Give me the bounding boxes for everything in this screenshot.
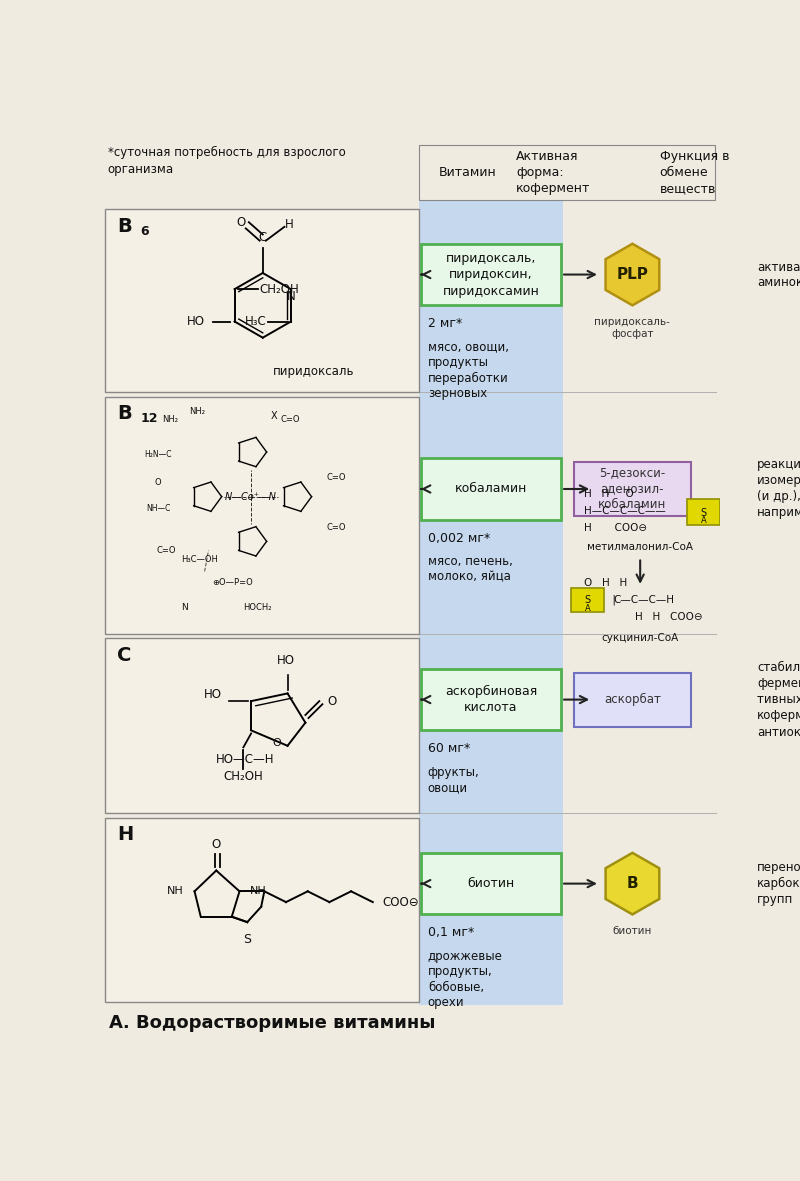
Text: NH: NH [167,886,184,896]
Text: аскорбат: аскорбат [604,693,661,706]
Text: мясо, печень,
молоко, яйца: мясо, печень, молоко, яйца [428,555,513,583]
Text: 0,002 мг*: 0,002 мг* [428,531,490,544]
FancyBboxPatch shape [419,145,714,201]
Text: А. Водорастворимые витамины: А. Водорастворимые витамины [110,1014,436,1032]
Text: метилмалонил-СоА: метилмалонил-СоА [587,542,693,553]
Text: N: N [182,603,188,612]
Text: A: A [701,516,706,526]
Text: CH₂OH: CH₂OH [223,770,263,783]
Text: ⊕O—P=O: ⊕O—P=O [212,579,253,587]
FancyBboxPatch shape [574,673,690,726]
Text: H₃C: H₃C [244,315,266,328]
Text: HO—C—H: HO—C—H [216,753,274,766]
Text: кобаламин: кобаламин [454,483,527,496]
Text: Активная
форма:
кофермент: Активная форма: кофермент [516,150,590,195]
Text: CH₂OH: CH₂OH [259,282,299,295]
Text: O: O [237,216,246,229]
Text: Витамин: Витамин [438,167,497,180]
Text: A: A [585,603,590,613]
Text: реакции
изомеризации
(и др.),
например:: реакции изомеризации (и др.), например: [758,458,800,520]
Text: X: X [271,411,278,420]
Text: HO: HO [187,315,205,328]
Text: HOCH₂: HOCH₂ [243,603,272,612]
Text: H—C—C—C——: H—C—C—C—— [584,507,666,516]
Text: N—Co⁺—N: N—Co⁺—N [225,491,277,502]
Text: NH₂: NH₂ [162,416,178,424]
Text: H   H   COO⊖: H H COO⊖ [634,612,702,622]
Text: активация
аминокислот: активация аминокислот [758,260,800,289]
Polygon shape [606,853,659,914]
Text: NH—C: NH—C [146,504,170,513]
FancyBboxPatch shape [571,588,604,612]
Text: 6: 6 [140,224,149,237]
Text: NH: NH [250,886,267,896]
Text: пиридоксаль,
пиридоксин,
пиридоксамин: пиридоксаль, пиридоксин, пиридоксамин [442,252,539,298]
Text: биотин: биотин [613,926,652,937]
Text: C—C—C—H: C—C—C—H [613,595,674,605]
Text: O: O [327,694,336,707]
Text: PLP: PLP [617,267,648,282]
Text: O: O [155,478,162,488]
Text: NH₂: NH₂ [189,407,205,417]
Text: S: S [243,933,251,946]
FancyBboxPatch shape [421,853,561,914]
Text: C: C [258,230,267,243]
Text: 5-дезокси-
аденозил-
кобаламин: 5-дезокси- аденозил- кобаламин [598,466,666,511]
FancyBboxPatch shape [421,458,561,520]
FancyBboxPatch shape [106,209,419,392]
Text: фрукты,
овощи: фрукты, овощи [428,765,479,795]
Polygon shape [606,243,659,306]
Text: сукцинил-СоА: сукцинил-СоА [602,633,679,642]
Text: 60 мг*: 60 мг* [428,743,470,756]
Text: C=O: C=O [326,472,346,482]
Text: C=O: C=O [326,523,346,531]
Text: COO⊖: COO⊖ [382,895,418,908]
Text: B: B [117,217,132,236]
Text: перенос
карбокси-
групп: перенос карбокси- групп [758,861,800,906]
Text: 0,1 мг*: 0,1 мг* [428,926,474,939]
Text: 12: 12 [140,412,158,425]
Text: биотин: биотин [467,877,514,890]
Text: H: H [117,826,134,844]
Text: O: O [212,837,221,850]
Text: N: N [287,291,296,304]
FancyBboxPatch shape [106,817,419,1001]
Text: ‖   |   |: ‖ | | [584,594,616,605]
Text: пиридоксаль-
фосфат: пиридоксаль- фосфат [594,317,670,339]
Text: H₃C—OH: H₃C—OH [182,555,218,565]
FancyBboxPatch shape [574,462,690,516]
Text: H       COO⊖: H COO⊖ [584,523,646,534]
Text: H: H [285,218,294,231]
Text: B: B [117,404,132,423]
Text: пиридоксаль: пиридоксаль [272,365,354,378]
Text: дрожжевые
продукты,
бобовые,
орехи: дрожжевые продукты, бобовые, орехи [428,950,502,1010]
FancyBboxPatch shape [419,201,562,1005]
FancyBboxPatch shape [421,243,561,306]
FancyBboxPatch shape [106,639,419,814]
Text: S: S [701,508,706,517]
Text: мясо, овощи,
продукты
переработки
зерновых: мясо, овощи, продукты переработки зернов… [428,341,509,400]
FancyBboxPatch shape [106,397,419,634]
FancyBboxPatch shape [421,668,561,730]
Text: O: O [273,738,282,748]
Text: C=O: C=O [156,546,176,555]
Text: H₂N—C: H₂N—C [144,450,172,459]
Text: B: B [626,876,638,892]
Text: C=O: C=O [280,416,300,424]
Text: аскорбиновая
кислота: аскорбиновая кислота [445,685,537,715]
Text: HO: HO [277,654,295,667]
Text: 2 мг*: 2 мг* [428,318,462,331]
Text: HO: HO [204,689,222,702]
Text: Функция в
обмене
веществ: Функция в обмене веществ [659,150,729,195]
Text: S: S [585,595,590,605]
Text: O   H   H: O H H [584,578,627,588]
FancyBboxPatch shape [687,500,720,526]
Text: C: C [117,646,131,665]
Text: стабилизатор
фермента-
тивных систем,
кофермент,
антиоксидант: стабилизатор фермента- тивных систем, ко… [758,661,800,738]
Text: H   H     O: H H O [584,489,634,500]
Text: *суточная потребность для взрослого
организма: *суточная потребность для взрослого орга… [108,146,346,176]
